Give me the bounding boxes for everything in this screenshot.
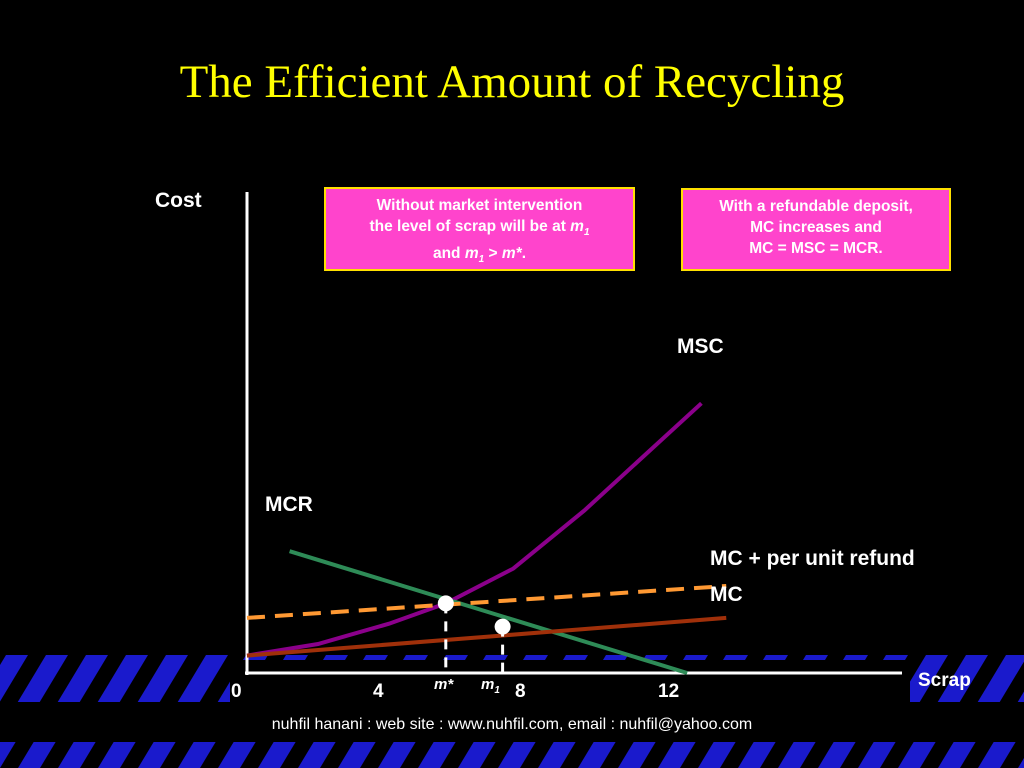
x-tick-0: 0 <box>231 681 242 702</box>
m1-subscript: 1 <box>494 685 500 696</box>
mstar-label: m* <box>434 676 453 693</box>
mstar-point <box>437 595 454 612</box>
footer-band <box>0 702 1024 742</box>
note-left-mstar: m* <box>501 245 522 263</box>
mc-line <box>246 615 727 658</box>
note-left-period: . <box>521 245 527 263</box>
note-right-line1: With a refundable deposit, <box>719 198 913 215</box>
note-left-line1: Without market intervention <box>376 197 583 214</box>
axis-backdrop <box>230 660 910 705</box>
note-left-and: and <box>432 245 465 263</box>
note-left-line2: the level of scrap will be at m1 <box>332 216 627 243</box>
y-axis-label: Cost <box>155 189 202 212</box>
m1-label: m1 <box>481 676 500 696</box>
mc-label: MC <box>710 583 743 606</box>
stripe <box>0 655 6 665</box>
x-axis-label: Scrap <box>918 670 971 691</box>
series-layer <box>246 401 727 675</box>
note-left-gt: > <box>484 245 502 263</box>
note-refundable-deposit: With a refundable deposit, MC increases … <box>681 188 951 271</box>
msc-curve <box>246 401 703 658</box>
mc-refund-label: MC + per unit refund <box>710 547 915 570</box>
note-left-m1b: m1 <box>464 245 485 266</box>
mcr-label: MCR <box>265 493 313 516</box>
x-tick-12: 12 <box>658 681 680 702</box>
slide-title: The Efficient Amount of Recycling <box>179 56 845 108</box>
note-right-line3: MC = MSC = MCR. <box>749 240 883 257</box>
note-right-line2: MC increases and <box>750 219 882 236</box>
m1-point <box>494 618 511 635</box>
msc-label: MSC <box>677 335 724 358</box>
mcr-line <box>289 549 688 675</box>
x-tick-4: 4 <box>373 681 384 702</box>
note-left-line2-text: the level of scrap will be at <box>369 218 571 235</box>
mc-refund-line <box>246 584 727 620</box>
point-layer <box>437 595 511 673</box>
note-left-m1: m1 <box>570 218 590 239</box>
note-left-line3: and m1 > m*. <box>332 243 627 270</box>
note-without-intervention: Without market intervention the level of… <box>324 187 635 271</box>
m1-text: m <box>481 676 495 693</box>
mstar-text: m* <box>434 676 454 693</box>
footer-credit: nuhfil hanani : web site : www.nuhfil.co… <box>271 716 753 733</box>
x-tick-8: 8 <box>515 681 526 702</box>
